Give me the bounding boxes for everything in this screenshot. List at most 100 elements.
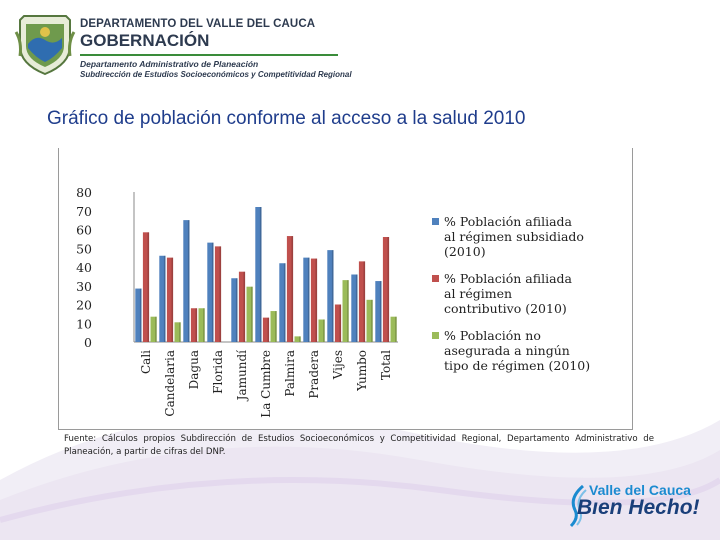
- bar: [262, 317, 270, 342]
- x-tick-label: Candelaria: [163, 350, 177, 417]
- bar: [334, 304, 342, 342]
- bar-shade: [331, 250, 334, 342]
- x-tick-label: Vijes: [331, 350, 345, 380]
- y-tick-label: 30: [76, 279, 92, 294]
- bar-shade: [235, 278, 238, 342]
- header: DEPARTAMENTO DEL VALLE DEL CAUCA GOBERNA…: [14, 12, 354, 80]
- bar-shade: [323, 319, 325, 342]
- legend-label: al régimen: [444, 286, 512, 301]
- bar-shade: [355, 274, 358, 342]
- bar-shade: [347, 280, 349, 342]
- bar: [286, 236, 294, 342]
- bar: [183, 220, 190, 342]
- bar: [142, 232, 150, 342]
- bar: [238, 271, 246, 342]
- bar: [159, 255, 166, 342]
- x-tick-label: Total: [379, 350, 393, 380]
- bar: [342, 280, 349, 342]
- legend-swatch: [432, 332, 439, 339]
- legend-label: al régimen subsidiado: [444, 229, 584, 244]
- org-suboffice: Subdirección de Estudios Socioeconómicos…: [80, 70, 352, 79]
- x-tick-label: Dagua: [187, 350, 201, 389]
- bar-shade: [299, 336, 301, 342]
- bar-shade: [307, 257, 310, 342]
- bar-shade: [251, 286, 253, 342]
- bar: [303, 257, 310, 342]
- x-tick-label: Cali: [139, 350, 153, 374]
- background-waves: [0, 413, 720, 540]
- y-tick-label: 20: [76, 298, 92, 313]
- org-department: DEPARTAMENTO DEL VALLE DEL CAUCA: [80, 18, 316, 30]
- bar: [358, 261, 366, 342]
- legend-label: (2010): [444, 244, 486, 259]
- slide-title: Gráfico de población conforme al acceso …: [47, 108, 526, 129]
- bar: [318, 319, 325, 342]
- bar: [375, 281, 382, 342]
- bar-shade: [179, 322, 181, 342]
- header-divider: [80, 54, 338, 56]
- bar-shade: [339, 304, 342, 342]
- bar-shade: [219, 246, 222, 342]
- bar-shade: [211, 242, 214, 342]
- bar: [135, 288, 142, 342]
- source-note: Fuente: Cálculos propios Subdirección de…: [64, 434, 654, 457]
- bar-shade: [371, 299, 373, 342]
- brand-line2: Bıen Hecho!: [577, 496, 700, 519]
- bar-shade: [187, 220, 190, 342]
- bar: [207, 242, 214, 342]
- bar-shade: [171, 257, 174, 342]
- bar-shade: [291, 236, 294, 342]
- org-office: Departamento Administrativo de Planeació…: [80, 59, 259, 69]
- bar-shade: [363, 261, 366, 342]
- y-tick-label: 50: [76, 241, 92, 256]
- bar: [270, 311, 277, 342]
- bar: [382, 237, 390, 342]
- legend-label: % Población no: [444, 328, 541, 343]
- bar: [198, 308, 205, 342]
- bar-shade: [259, 207, 262, 342]
- legend-label: contributivo (2010): [444, 301, 567, 316]
- bar-shade: [163, 255, 166, 342]
- y-tick-label: 10: [76, 316, 92, 331]
- bar: [231, 278, 238, 342]
- bar-shade: [203, 308, 205, 342]
- legend-label: % Población afiliada: [444, 271, 573, 286]
- x-tick-label: Pradera: [307, 350, 321, 399]
- legend-swatch: [432, 218, 439, 225]
- brand-line1: Valle del Cauca: [589, 482, 691, 498]
- bar: [279, 263, 286, 342]
- bar-shade: [155, 316, 157, 342]
- bar: [214, 246, 222, 342]
- bar: [166, 257, 174, 342]
- org-government: GOBERNACIÓN: [80, 31, 210, 50]
- bar: [351, 274, 358, 342]
- bar: [150, 316, 157, 342]
- y-tick-label: 70: [76, 204, 92, 219]
- bar: [255, 207, 262, 342]
- bar: [294, 336, 301, 342]
- legend-label: tipo de régimen (2010): [444, 358, 590, 373]
- bar: [190, 308, 198, 342]
- bar: [246, 286, 253, 342]
- bar: [366, 299, 373, 342]
- org-name-block: DEPARTAMENTO DEL VALLE DEL CAUCA GOBERNA…: [80, 18, 352, 79]
- x-tick-label: Florida: [211, 350, 225, 394]
- bar: [390, 316, 397, 342]
- bar-shade: [283, 263, 286, 342]
- bar-shade: [147, 232, 150, 342]
- y-tick-label: 0: [84, 335, 92, 350]
- bar-chart: 0 10 20 30 40 50 60 70 80 Cali Candelaria Dagua Flor…: [76, 185, 590, 418]
- bar-shade: [243, 271, 246, 342]
- bar-shade: [315, 258, 318, 342]
- bar: [327, 250, 334, 342]
- x-tick-label: Palmira: [283, 350, 297, 397]
- bar: [310, 258, 318, 342]
- legend-swatch: [432, 275, 439, 282]
- y-tick-label: 60: [76, 223, 92, 238]
- bar-shade: [267, 317, 270, 342]
- y-tick-label: 40: [76, 260, 92, 275]
- brand-logo: Valle del Cauca Bıen Hecho!: [565, 478, 715, 536]
- bar-shade: [139, 288, 142, 342]
- bar-shade: [195, 308, 198, 342]
- coat-of-arms-icon: [14, 15, 76, 76]
